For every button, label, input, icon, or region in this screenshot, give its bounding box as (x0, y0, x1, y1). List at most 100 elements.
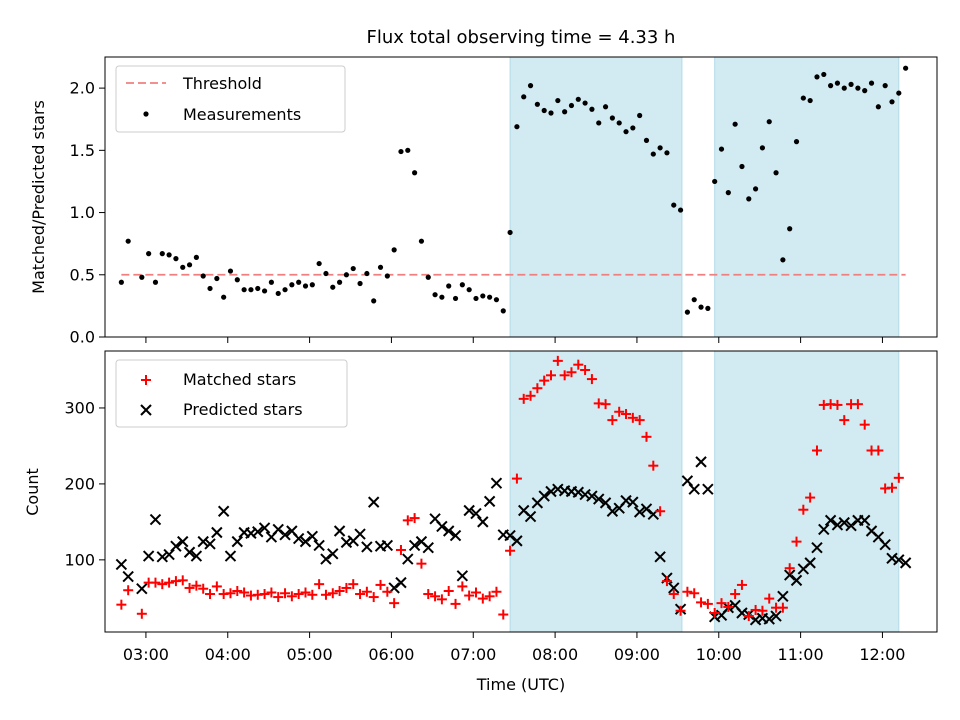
predicted-stars-point (258, 522, 271, 534)
matched-stars-point (198, 583, 209, 594)
measurement-point (166, 252, 172, 258)
matched-stars-point (157, 579, 168, 590)
matched-stars-point (205, 589, 216, 600)
measurement-point (118, 279, 124, 285)
measurement-point (834, 80, 841, 86)
matched-stars-point (491, 586, 502, 597)
matched-stars-point (389, 598, 400, 609)
measurement-point (862, 88, 868, 94)
matched-stars-point (314, 579, 325, 590)
predicted-stars-point (606, 505, 619, 517)
measurement-point (214, 275, 220, 282)
measurement-point (418, 238, 425, 244)
bottom-y-axis-label: Count (23, 468, 42, 516)
matched-stars-point (546, 370, 557, 381)
matched-stars-point (470, 587, 481, 598)
measurement-point (227, 268, 234, 274)
x-tick-label: 10:00 (696, 645, 742, 664)
x-tick-label: 09:00 (614, 645, 660, 664)
matched-stars-point (893, 472, 904, 483)
matched-stars-point (334, 585, 345, 596)
measurement-point (821, 71, 827, 78)
top-shaded-interval (509, 56, 683, 338)
predicted-stars-point (190, 550, 203, 562)
predicted-stars-point (695, 456, 707, 468)
measurement-point (896, 90, 902, 96)
matched-stars-point (211, 581, 222, 592)
matched-stars-point (873, 445, 884, 456)
predicted-stars-point (333, 525, 346, 537)
matched-stars-point (184, 582, 195, 593)
top-y-tick-label: 1.5 (70, 141, 95, 160)
top-y-ticks: 0.0 0.5 1.0 1.5 2.0 (70, 79, 105, 347)
legend-threshold-label: Threshold (182, 74, 262, 93)
predicted-stars-point (783, 569, 796, 581)
predicted-stars-point (224, 550, 237, 562)
measurement-point (289, 282, 295, 288)
measurement-point (323, 270, 329, 277)
legend-matched-stars-label: Matched stars (183, 370, 296, 389)
predicted-stars-point (211, 526, 223, 539)
measurement-point (514, 124, 520, 130)
predicted-stars-point (586, 490, 598, 502)
predicted-stars-point (818, 523, 830, 536)
measurement-point (828, 83, 834, 89)
measurement-point (446, 283, 452, 289)
predicted-stars-point (804, 557, 816, 569)
measurement-point (841, 85, 847, 91)
predicted-stars-point (702, 483, 714, 495)
matched-stars-point (784, 563, 795, 574)
measurement-point (691, 297, 697, 303)
matched-stars-point (852, 399, 863, 410)
matched-stars-point (341, 582, 352, 593)
predicted-stars-point (824, 514, 837, 527)
matched-stars-point (116, 599, 127, 610)
predicted-stars-point (859, 514, 871, 527)
matched-stars-point (430, 591, 441, 602)
measurement-point (534, 101, 540, 107)
matched-stars-point (621, 409, 632, 420)
legend-predicted-stars-label: Predicted stars (183, 400, 303, 419)
matched-stars-point (280, 588, 291, 599)
matched-stars-point (416, 558, 427, 569)
matched-stars-point (532, 383, 543, 394)
matched-stars-point (539, 375, 550, 386)
legend-matched-stars-symbol (141, 375, 151, 385)
matched-stars-point (689, 588, 700, 599)
measurement-point (596, 120, 602, 126)
predicted-stars-point (170, 540, 182, 552)
measurement-point (296, 279, 302, 285)
matched-stars-point (123, 585, 134, 596)
measurement-point (193, 254, 199, 260)
matched-stars-point (573, 359, 584, 370)
top-legend: Threshold Measurements (115, 65, 346, 133)
predicted-stars-point (688, 483, 700, 495)
measurement-point (159, 251, 165, 257)
matched-stars-point (730, 589, 741, 600)
measurement-point (152, 279, 159, 285)
measurement-point (548, 110, 554, 116)
measurement-point (575, 96, 581, 102)
measurement-point (712, 178, 718, 185)
measurement-point (493, 297, 500, 303)
matched-stars-point (368, 592, 379, 603)
measurement-point (180, 264, 186, 270)
measurement-point (302, 283, 309, 289)
matched-stars-point (859, 419, 870, 430)
predicted-stars-point (197, 535, 209, 548)
matched-stars-point (177, 575, 188, 586)
measurement-point (664, 150, 670, 156)
predicted-stars-point (593, 493, 605, 505)
measurement-point (139, 274, 145, 280)
matched-stars-point (641, 431, 652, 442)
matched-stars-point (409, 513, 420, 524)
matched-stars-point (464, 590, 475, 601)
measurement-point (173, 256, 179, 262)
matched-stars-point (607, 415, 618, 426)
measurement-point (643, 137, 650, 143)
measurement-point (391, 247, 397, 253)
measurement-point (282, 287, 288, 293)
measurement-point (507, 229, 513, 236)
matched-stars-point (525, 390, 536, 401)
predicted-stars-point (272, 523, 284, 536)
